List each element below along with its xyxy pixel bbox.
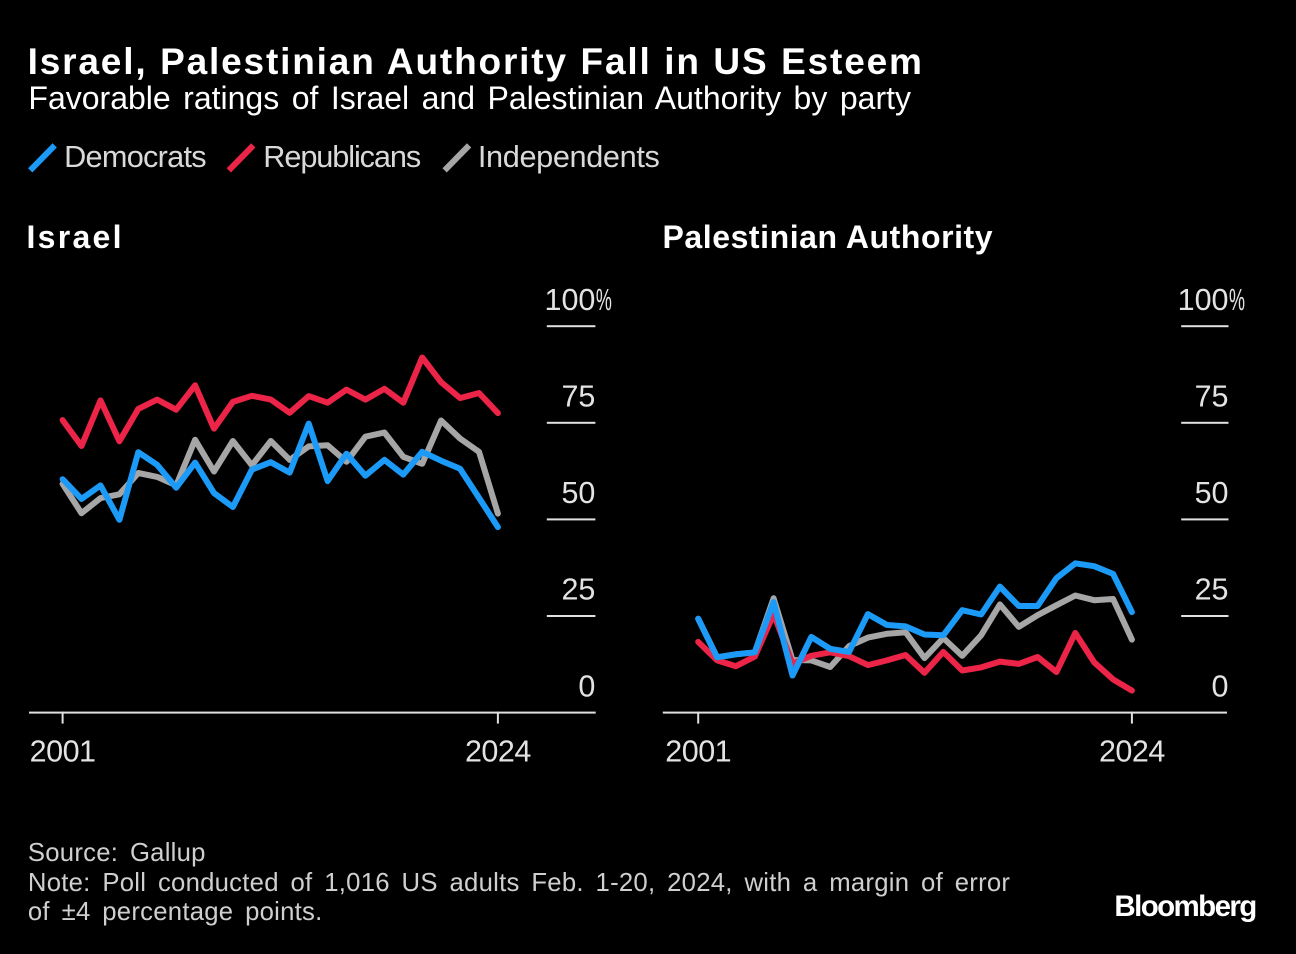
svg-text:100: 100 [545,283,596,317]
svg-text:25: 25 [1195,573,1229,607]
svg-text:%: % [596,283,612,317]
svg-text:75: 75 [561,380,595,414]
svg-text:50: 50 [561,476,595,510]
svg-text:2001: 2001 [30,734,96,768]
svg-text:2024: 2024 [1099,734,1165,768]
svg-text:100: 100 [1178,283,1229,317]
svg-text:%: % [1229,283,1245,317]
svg-text:75: 75 [1195,380,1229,414]
svg-text:2001: 2001 [665,734,731,768]
svg-text:0: 0 [578,669,595,703]
svg-text:0: 0 [1212,669,1229,703]
svg-text:25: 25 [561,573,595,607]
svg-text:50: 50 [1195,476,1229,510]
svg-text:2024: 2024 [465,734,531,768]
